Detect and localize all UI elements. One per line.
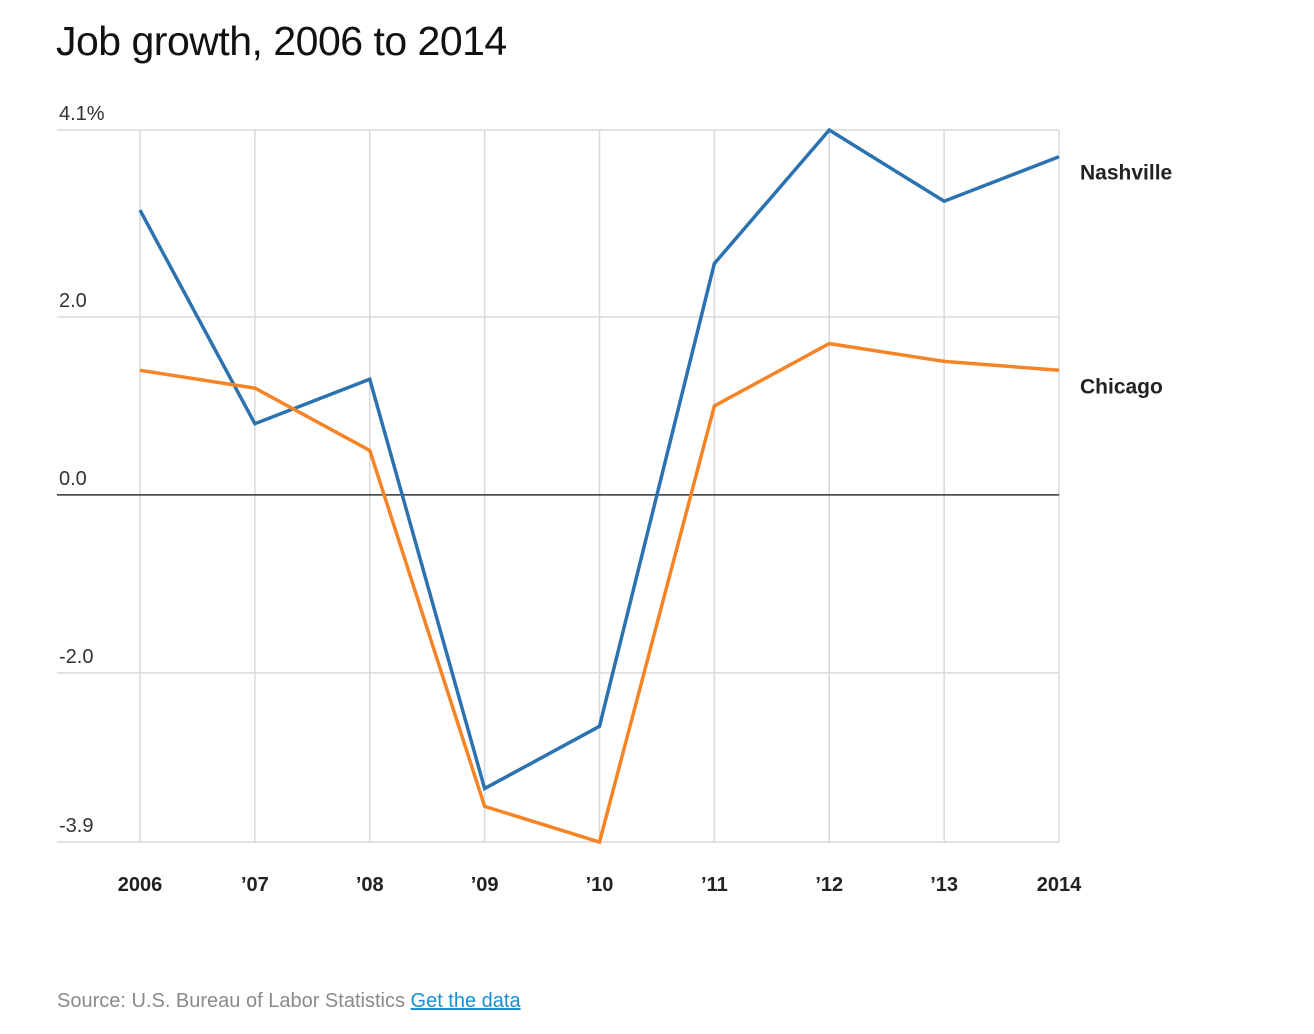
x-tick-label: ’13 (930, 874, 958, 896)
x-tick-label: ’10 (586, 874, 614, 896)
x-axis-labels: 2006 ’07 ’08 ’09 ’10 ’11 ’12 ’13 2014 (118, 874, 1082, 896)
source-text: Source: U.S. Bureau of Labor Statistics (57, 990, 405, 1012)
y-tick-label: 2.0 (59, 290, 87, 312)
x-tick-label: 2006 (118, 874, 163, 896)
x-tick-label: ’07 (241, 874, 269, 896)
x-tick-label: 2014 (1037, 874, 1082, 896)
x-tick-label: ’11 (701, 874, 728, 896)
series-line-chicago (139, 341, 1060, 845)
chart-title: Job growth, 2006 to 2014 (56, 18, 507, 64)
y-tick-label: -3.9 (59, 815, 93, 837)
y-tick-label: 0.0 (59, 468, 87, 490)
y-axis-labels: 4.1% 2.0 0.0 -2.0 -3.9 (59, 103, 105, 837)
x-tick-label: ’09 (471, 874, 499, 896)
series-label-nashville: Nashville (1080, 162, 1172, 185)
x-tick-label: ’12 (815, 874, 843, 896)
source-note: Source: U.S. Bureau of Labor Statistics … (57, 990, 521, 1013)
series-label-chicago: Chicago (1080, 375, 1163, 398)
y-tick-label: 4.1% (59, 103, 105, 125)
get-the-data-link[interactable]: Get the data (410, 990, 521, 1012)
series-layer (138, 127, 1060, 845)
series-labels: Nashville Chicago (1080, 162, 1172, 399)
grid-layer (57, 129, 1060, 843)
y-tick-label: -2.0 (59, 646, 93, 668)
x-tick-label: ’08 (356, 874, 384, 896)
